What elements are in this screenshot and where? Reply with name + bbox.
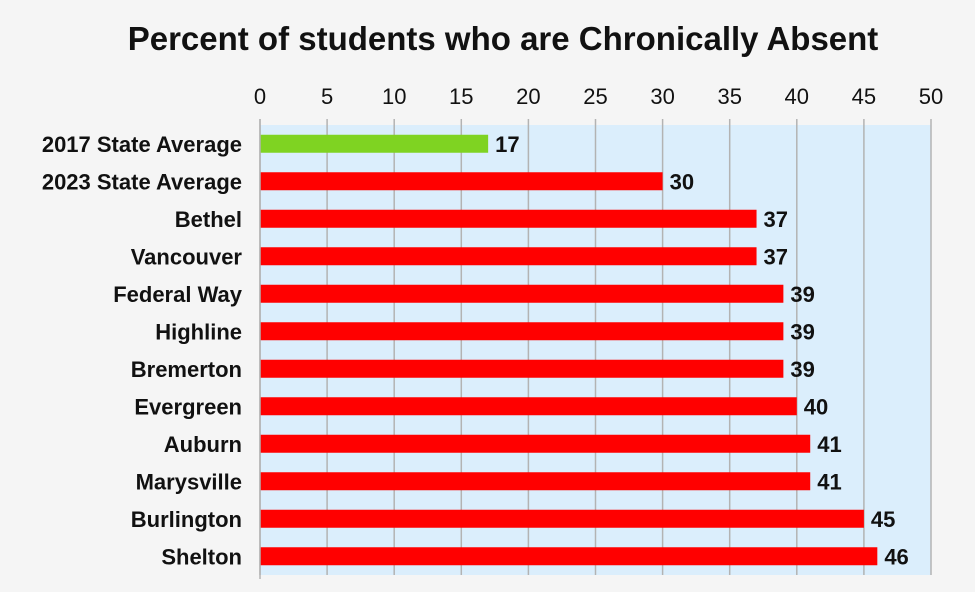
category-label: Shelton xyxy=(161,544,242,569)
value-label: 45 xyxy=(871,507,895,532)
chart-title: Percent of students who are Chronically … xyxy=(128,20,879,57)
bar xyxy=(260,509,864,528)
x-tick-label: 15 xyxy=(449,84,473,109)
value-label: 30 xyxy=(670,169,694,194)
category-labels: 2017 State Average 2023 State Average Beth… xyxy=(42,132,243,570)
category-label: Bethel xyxy=(175,207,242,232)
bar xyxy=(260,322,784,341)
value-label: 46 xyxy=(884,544,908,569)
bar xyxy=(260,247,757,266)
category-label: Auburn xyxy=(164,432,242,457)
category-label: Bremerton xyxy=(131,357,242,382)
x-tick-label: 5 xyxy=(321,84,333,109)
x-tick-label: 45 xyxy=(852,84,876,109)
bars xyxy=(260,134,878,566)
bar xyxy=(260,434,811,453)
category-label: 2017 State Average xyxy=(42,132,242,157)
x-tick-label: 25 xyxy=(583,84,607,109)
x-tick-label: 20 xyxy=(516,84,540,109)
bar xyxy=(260,284,784,303)
category-label: 2023 State Average xyxy=(42,169,242,194)
value-label: 37 xyxy=(764,244,788,269)
bar xyxy=(260,397,797,416)
bar xyxy=(260,134,489,153)
value-label: 39 xyxy=(790,357,814,382)
bar xyxy=(260,209,757,228)
bar xyxy=(260,472,811,491)
bar xyxy=(260,172,663,191)
category-label: Vancouver xyxy=(131,244,243,269)
x-tick-label: 50 xyxy=(919,84,943,109)
value-label: 17 xyxy=(495,132,519,157)
value-label: 39 xyxy=(790,282,814,307)
value-label: 41 xyxy=(817,432,841,457)
category-label: Marysville xyxy=(136,469,242,494)
x-tick-label: 10 xyxy=(382,84,406,109)
x-tick-label: 35 xyxy=(717,84,741,109)
x-tick-label: 30 xyxy=(650,84,674,109)
gridlines xyxy=(259,125,932,575)
value-label: 39 xyxy=(790,319,814,344)
value-label: 41 xyxy=(817,469,841,494)
bar xyxy=(260,547,878,566)
x-tick-label: 40 xyxy=(785,84,809,109)
x-axis-ticks: 0 5 10 15 20 25 30 35 40 45 50 xyxy=(254,84,943,125)
category-label: Evergreen xyxy=(134,394,242,419)
x-tick-label: 0 xyxy=(254,84,266,109)
category-label: Burlington xyxy=(131,507,242,532)
value-label: 40 xyxy=(804,394,828,419)
category-label: Highline xyxy=(155,319,242,344)
value-label: 37 xyxy=(764,207,788,232)
bar xyxy=(260,359,784,378)
category-label: Federal Way xyxy=(113,282,243,307)
